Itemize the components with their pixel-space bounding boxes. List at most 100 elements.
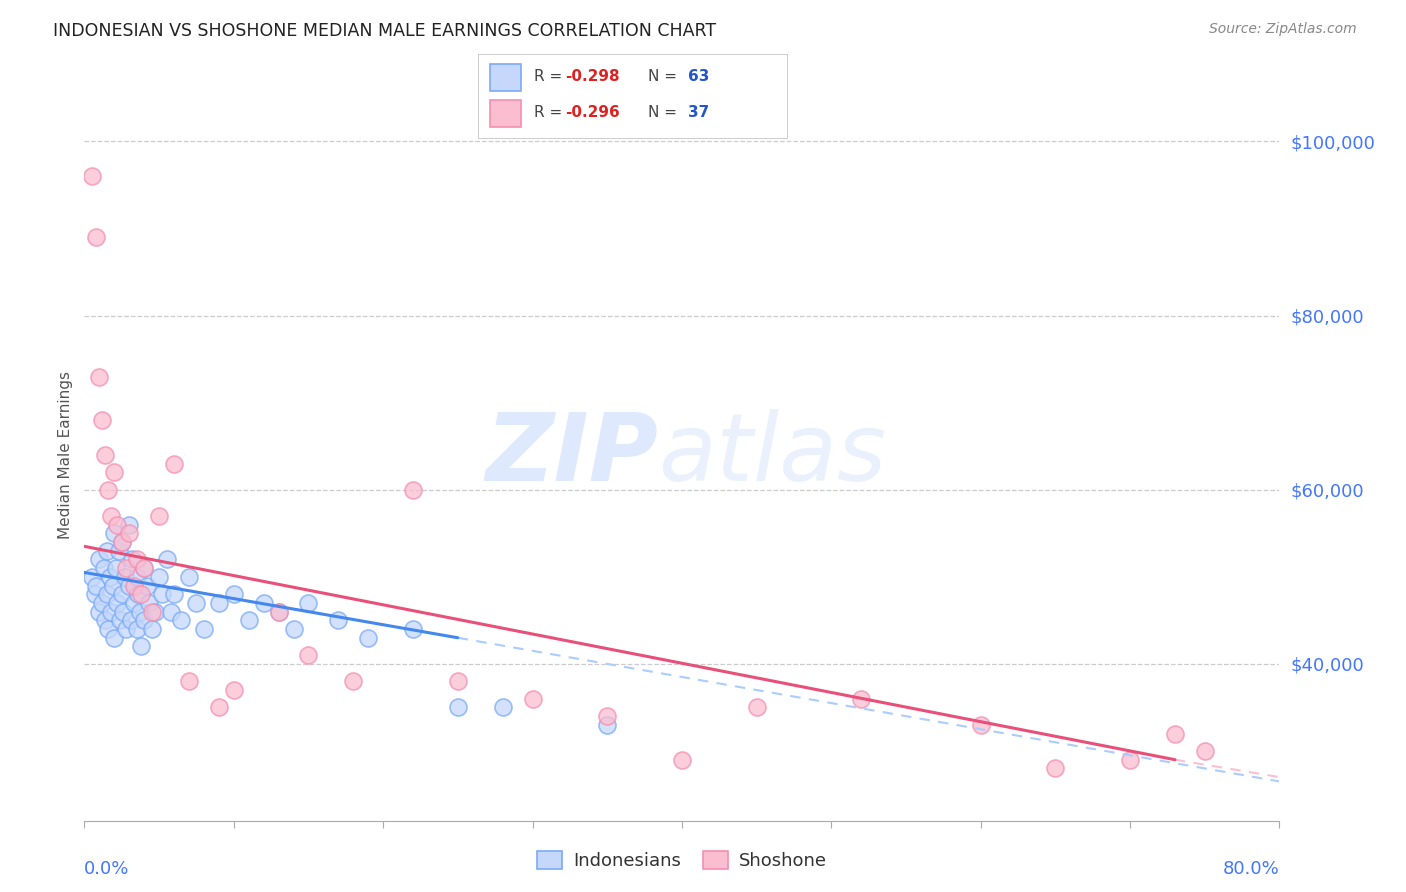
Point xyxy=(94,613,117,627)
Point xyxy=(136,578,159,592)
Point xyxy=(128,605,150,619)
Point xyxy=(132,561,156,575)
Text: 63: 63 xyxy=(689,69,710,84)
Point xyxy=(127,587,149,601)
Point xyxy=(177,570,200,584)
Point xyxy=(402,622,425,636)
Point xyxy=(118,517,141,532)
Point xyxy=(115,561,138,575)
Point xyxy=(357,631,380,645)
Point xyxy=(186,596,208,610)
Text: 0.0%: 0.0% xyxy=(84,860,129,878)
Point xyxy=(86,230,108,244)
Point xyxy=(93,561,115,575)
Point xyxy=(122,578,145,592)
Point xyxy=(100,605,122,619)
Point xyxy=(148,508,170,523)
Point xyxy=(96,543,118,558)
Point xyxy=(141,622,163,636)
Point xyxy=(129,640,152,654)
Point xyxy=(155,552,177,566)
Point xyxy=(851,691,873,706)
Point xyxy=(267,605,290,619)
Point xyxy=(1045,761,1067,775)
Point xyxy=(143,605,166,619)
Point xyxy=(208,700,231,714)
Point xyxy=(163,457,186,471)
Text: 37: 37 xyxy=(689,105,710,120)
Point xyxy=(112,605,135,619)
Point xyxy=(596,718,619,732)
Point xyxy=(125,622,148,636)
Point xyxy=(132,561,156,575)
Point xyxy=(1194,744,1216,758)
Point xyxy=(745,700,768,714)
Point xyxy=(342,674,364,689)
Point xyxy=(522,691,544,706)
FancyBboxPatch shape xyxy=(491,100,522,128)
Point xyxy=(103,631,125,645)
Point xyxy=(222,683,245,698)
Point xyxy=(328,613,350,627)
Point xyxy=(89,369,111,384)
Point xyxy=(132,613,156,627)
Point xyxy=(111,587,134,601)
Point xyxy=(160,605,183,619)
Point xyxy=(105,517,128,532)
Text: -0.298: -0.298 xyxy=(565,69,619,84)
Point xyxy=(97,622,120,636)
Point xyxy=(97,483,120,497)
Point xyxy=(91,596,114,610)
Point xyxy=(238,613,260,627)
FancyBboxPatch shape xyxy=(491,63,522,91)
Point xyxy=(138,596,160,610)
Text: R =: R = xyxy=(534,69,567,84)
Point xyxy=(141,605,163,619)
Point xyxy=(89,605,111,619)
Point xyxy=(94,448,117,462)
Point xyxy=(86,578,108,592)
Point xyxy=(148,570,170,584)
Text: -0.296: -0.296 xyxy=(565,105,620,120)
Point xyxy=(83,587,105,601)
Point xyxy=(98,570,121,584)
Point xyxy=(177,674,200,689)
Point xyxy=(91,413,114,427)
Point xyxy=(89,552,111,566)
Point xyxy=(111,535,134,549)
Point xyxy=(118,578,141,592)
Point xyxy=(120,613,142,627)
Point xyxy=(297,596,319,610)
Point xyxy=(1164,726,1187,740)
Point xyxy=(118,526,141,541)
Point xyxy=(596,709,619,723)
Text: ZIP: ZIP xyxy=(485,409,658,501)
Y-axis label: Median Male Earnings: Median Male Earnings xyxy=(58,371,73,539)
Point xyxy=(103,526,125,541)
Legend: Indonesians, Shoshone: Indonesians, Shoshone xyxy=(530,844,834,878)
Point xyxy=(208,596,231,610)
Point xyxy=(129,587,152,601)
Point xyxy=(170,613,193,627)
Point xyxy=(110,613,132,627)
Point xyxy=(103,466,125,480)
Point xyxy=(104,561,127,575)
Point xyxy=(101,578,124,592)
Point xyxy=(402,483,425,497)
Point xyxy=(297,648,319,663)
Point xyxy=(111,535,134,549)
Point xyxy=(671,753,693,767)
Point xyxy=(80,570,103,584)
Point xyxy=(100,508,122,523)
Point xyxy=(125,552,148,566)
Point xyxy=(267,605,290,619)
Point xyxy=(150,587,173,601)
Point xyxy=(122,596,145,610)
Point xyxy=(253,596,276,610)
Point xyxy=(163,587,186,601)
Point xyxy=(193,622,215,636)
Point xyxy=(283,622,305,636)
Point xyxy=(114,570,136,584)
Text: 80.0%: 80.0% xyxy=(1223,860,1279,878)
Point xyxy=(125,570,148,584)
